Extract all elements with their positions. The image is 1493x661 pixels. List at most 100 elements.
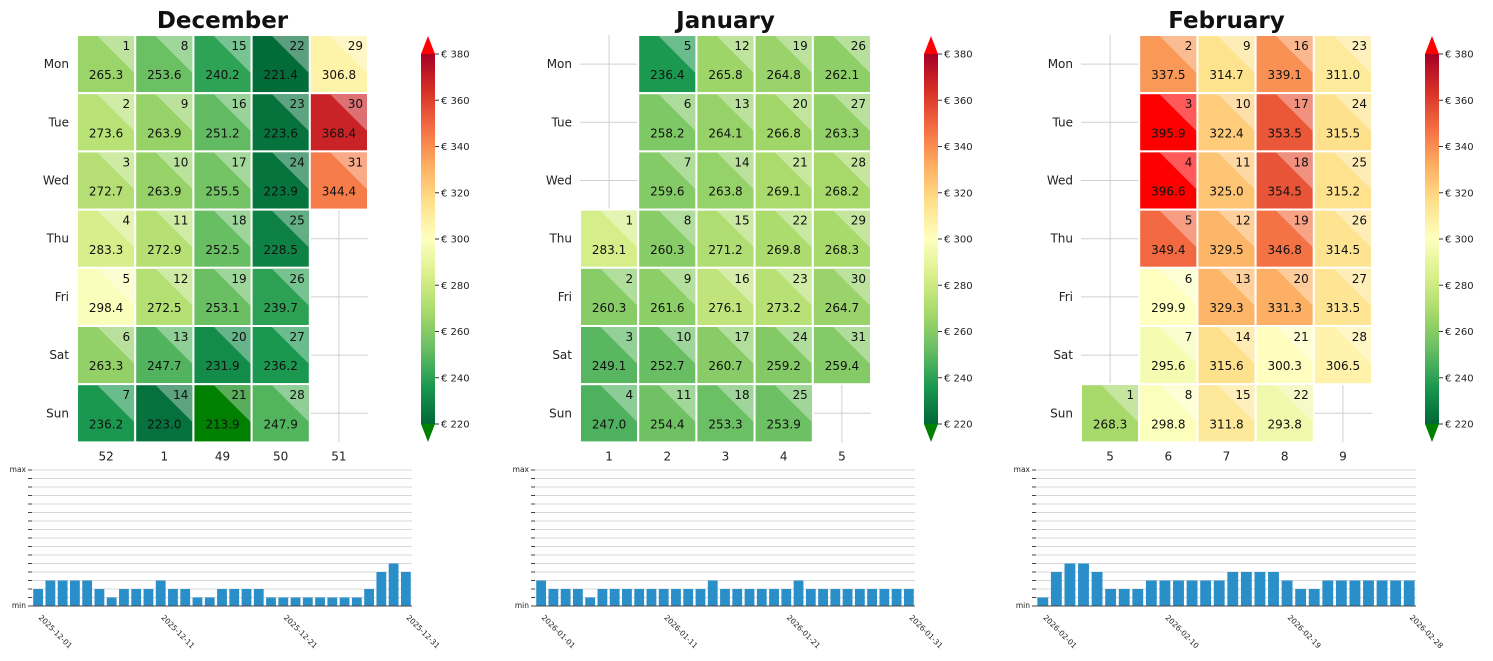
day-cell[interactable]: 4 396.6: [1138, 150, 1199, 211]
weekday-label: Sat: [552, 348, 572, 362]
day-cell[interactable]: 14 263.8: [695, 150, 756, 211]
day-cell[interactable]: 12 272.5: [134, 266, 195, 327]
day-cell[interactable]: 7 295.6: [1138, 325, 1199, 386]
day-cell[interactable]: 7 236.2: [76, 383, 137, 444]
colorbar-over-arrow: [924, 36, 938, 54]
day-cell[interactable]: 27 263.3: [811, 92, 872, 153]
day-cell[interactable]: 5 349.4: [1138, 208, 1199, 269]
day-cell[interactable]: 15 311.8: [1196, 383, 1257, 444]
day-cell[interactable]: 17 260.7: [695, 325, 756, 386]
day-cell[interactable]: 23 273.2: [753, 266, 814, 327]
day-number: 19: [231, 272, 246, 286]
day-cell[interactable]: 19 264.8: [753, 34, 814, 95]
colorbar-under-arrow: [421, 424, 435, 442]
day-cell[interactable]: 10 263.9: [134, 150, 195, 211]
day-cell[interactable]: 9 261.6: [637, 266, 698, 327]
day-cell[interactable]: 22 293.8: [1254, 383, 1315, 444]
day-cell[interactable]: 18 253.3: [695, 383, 756, 444]
day-cell[interactable]: 6 263.3: [76, 325, 137, 386]
day-cell[interactable]: 12 329.5: [1196, 208, 1257, 269]
day-cell[interactable]: 21 269.1: [753, 150, 814, 211]
day-cell[interactable]: 4 247.0: [579, 383, 640, 444]
day-cell[interactable]: 10 322.4: [1196, 92, 1257, 153]
day-cell[interactable]: 22 269.8: [753, 208, 814, 269]
day-cell[interactable]: 24 223.9: [250, 150, 311, 211]
day-cell[interactable]: 18 252.5: [192, 208, 253, 269]
day-cell[interactable]: 30 368.4: [308, 92, 369, 153]
day-cell[interactable]: 19 346.8: [1254, 208, 1315, 269]
day-cell[interactable]: 9 314.7: [1196, 34, 1257, 95]
day-cell[interactable]: 21 213.9: [192, 383, 253, 444]
day-cell[interactable]: 1 265.3: [76, 34, 137, 95]
day-price: 272.5: [147, 301, 181, 315]
day-cell[interactable]: 7 259.6: [637, 150, 698, 211]
day-cell[interactable]: 27 313.5: [1312, 266, 1374, 327]
day-cell[interactable]: 3 272.7: [76, 150, 137, 211]
day-cell[interactable]: 13 329.3: [1196, 266, 1257, 327]
day-cell[interactable]: 20 266.8: [753, 92, 814, 153]
day-cell[interactable]: 4 283.3: [76, 208, 137, 269]
day-cell[interactable]: 21 300.3: [1254, 325, 1315, 386]
day-cell-corner: [155, 327, 193, 364]
day-cell[interactable]: 16 251.2: [192, 92, 253, 153]
day-cell[interactable]: 2 273.6: [76, 92, 137, 153]
day-cell[interactable]: 8 260.3: [637, 208, 698, 269]
day-cell[interactable]: 10 252.7: [637, 325, 698, 386]
day-cell[interactable]: 3 249.1: [579, 325, 640, 386]
day-cell[interactable]: 11 325.0: [1196, 150, 1257, 211]
day-cell[interactable]: 18 354.5: [1254, 150, 1315, 211]
day-cell[interactable]: 17 255.5: [192, 150, 253, 211]
day-cell[interactable]: 19 253.1: [192, 266, 253, 327]
day-cell[interactable]: 28 247.9: [250, 383, 311, 444]
day-cell[interactable]: 31 259.4: [811, 325, 872, 386]
bar-xtick-label: 2026-01-21: [785, 613, 822, 650]
day-cell[interactable]: 29 268.3: [811, 208, 872, 269]
day-cell[interactable]: 23 311.0: [1312, 34, 1374, 95]
day-cell[interactable]: 3 395.9: [1138, 92, 1199, 153]
day-cell[interactable]: 28 306.5: [1312, 325, 1374, 386]
day-cell[interactable]: 6 299.9: [1138, 266, 1199, 327]
day-number: 21: [1294, 330, 1309, 344]
day-cell[interactable]: 30 264.7: [811, 266, 872, 327]
day-cell[interactable]: 31 344.4: [308, 150, 369, 211]
day-cell[interactable]: 20 231.9: [192, 325, 253, 386]
day-cell[interactable]: 5 298.4: [76, 266, 137, 327]
day-cell[interactable]: 22 221.4: [250, 34, 311, 95]
day-cell[interactable]: 14 315.6: [1196, 325, 1257, 386]
day-cell[interactable]: 12 265.8: [695, 34, 756, 95]
day-cell[interactable]: 15 271.2: [695, 208, 756, 269]
day-cell[interactable]: 1 283.1: [579, 208, 640, 269]
day-cell[interactable]: 26 314.5: [1312, 208, 1374, 269]
day-cell[interactable]: 20 331.3: [1254, 266, 1315, 327]
day-cell[interactable]: 15 240.2: [192, 34, 253, 95]
day-cell[interactable]: 2 260.3: [579, 266, 640, 327]
day-cell[interactable]: 5 236.4: [637, 34, 698, 95]
day-cell[interactable]: 6 258.2: [637, 92, 698, 153]
day-cell[interactable]: 26 239.7: [250, 266, 311, 327]
day-cell[interactable]: 13 264.1: [695, 92, 756, 153]
day-cell[interactable]: 28 268.2: [811, 150, 872, 211]
daily-bar: [400, 572, 411, 606]
day-cell[interactable]: 1 268.3: [1080, 383, 1141, 444]
day-cell[interactable]: 27 236.2: [250, 325, 311, 386]
day-cell[interactable]: 25 228.5: [250, 208, 311, 269]
day-cell[interactable]: 11 272.9: [134, 208, 195, 269]
day-cell[interactable]: 17 353.5: [1254, 92, 1315, 153]
day-cell[interactable]: 16 276.1: [695, 266, 756, 327]
day-cell[interactable]: 24 315.5: [1312, 92, 1374, 153]
day-cell[interactable]: 14 223.0: [134, 383, 195, 444]
day-cell[interactable]: 9 263.9: [134, 92, 195, 153]
day-cell[interactable]: 25 253.9: [753, 383, 814, 444]
day-cell[interactable]: 26 262.1: [811, 34, 872, 95]
day-cell[interactable]: 16 339.1: [1254, 34, 1315, 95]
day-cell[interactable]: 2 337.5: [1138, 34, 1199, 95]
day-cell[interactable]: 29 306.8: [308, 34, 369, 95]
day-cell[interactable]: 8 253.6: [134, 34, 195, 95]
day-cell[interactable]: 24 259.2: [753, 325, 814, 386]
day-cell[interactable]: 8 298.8: [1138, 383, 1199, 444]
day-cell[interactable]: 23 223.6: [250, 92, 311, 153]
daily-bar: [253, 589, 264, 606]
day-cell[interactable]: 11 254.4: [637, 383, 698, 444]
day-cell[interactable]: 25 315.2: [1312, 150, 1374, 211]
day-cell[interactable]: 13 247.7: [134, 325, 195, 386]
